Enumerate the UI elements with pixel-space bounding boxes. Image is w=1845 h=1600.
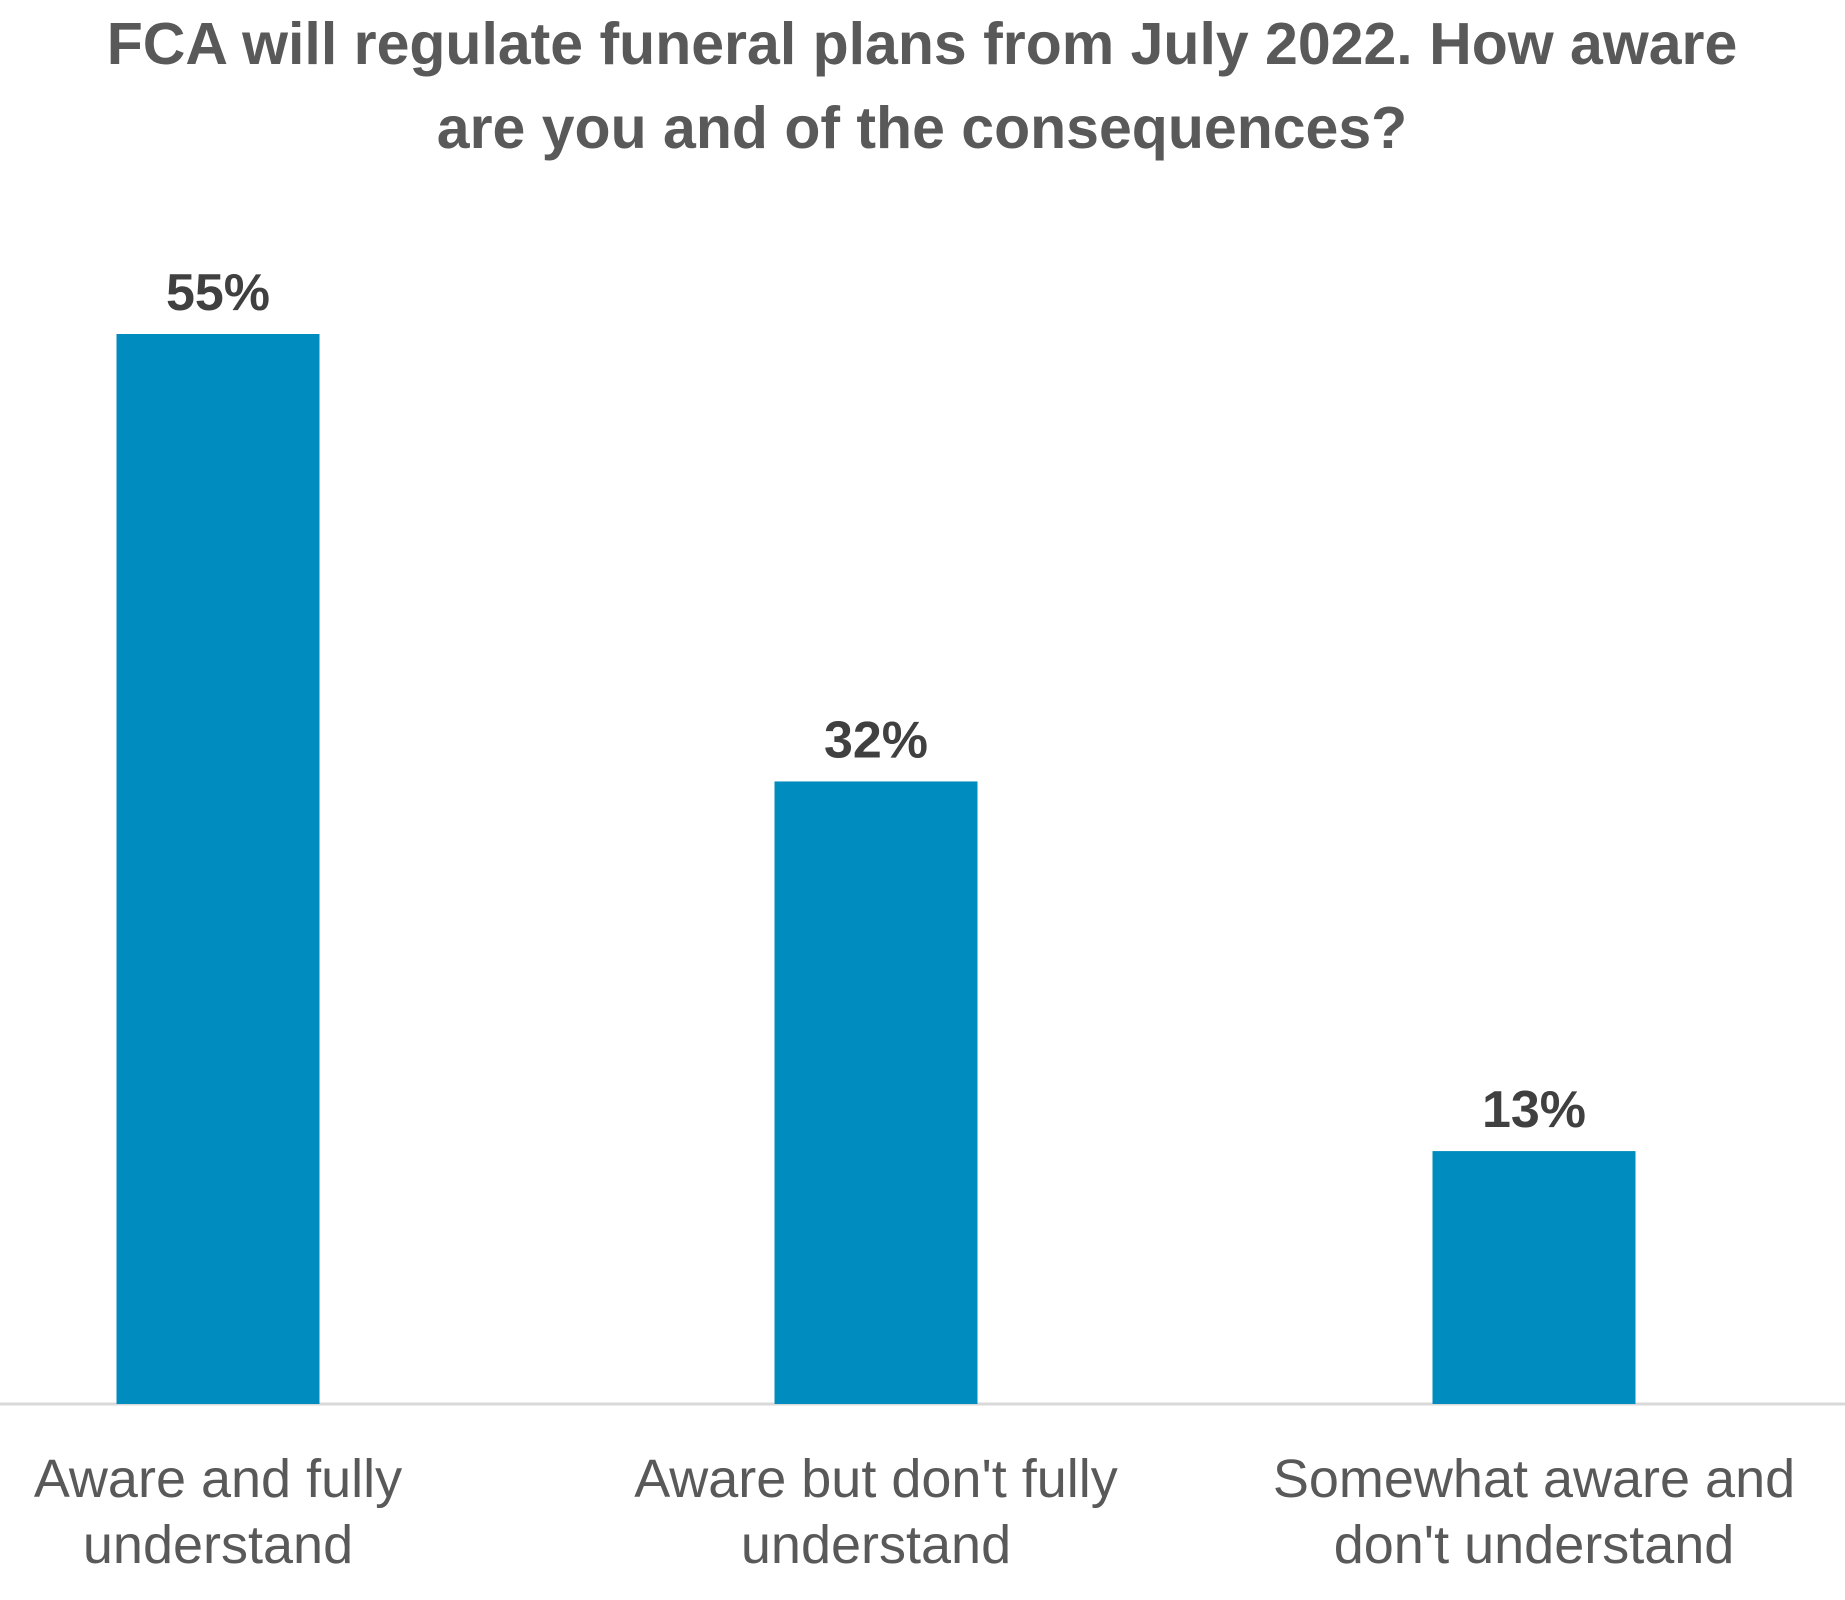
bar (1432, 1151, 1636, 1404)
value-label: 13% (1482, 1081, 1586, 1139)
value-label: 55% (166, 264, 270, 322)
chart-title: FCA will regulate funeral plans from Jul… (106, 11, 1738, 161)
x-tick-label: Somewhat aware and don't understand (1272, 1449, 1796, 1575)
bar (116, 334, 320, 1404)
value-label: 32% (824, 711, 928, 769)
x-tick-label: Aware and fully understand (33, 1449, 403, 1575)
x-tick-label: Aware but don't fully understand (634, 1449, 1118, 1575)
bar (774, 781, 978, 1404)
